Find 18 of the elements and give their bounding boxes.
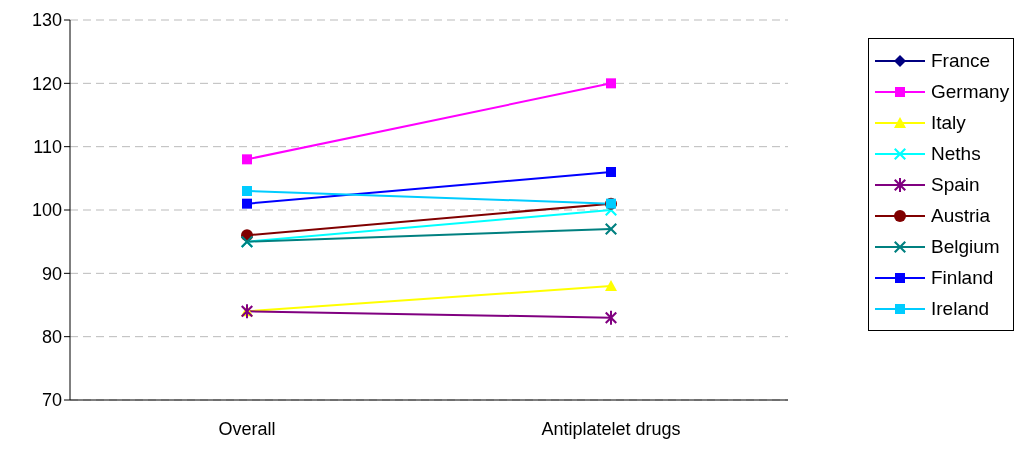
legend-label: Austria — [931, 204, 991, 227]
y-tick-label: 120 — [31, 73, 62, 94]
y-tick-label: 80 — [41, 327, 62, 348]
y-tick-label: 110 — [33, 137, 62, 158]
legend-label: Spain — [931, 173, 980, 196]
legend-label: Italy — [931, 111, 966, 134]
y-tick-label: 70 — [41, 390, 62, 411]
y-tick-label: 90 — [41, 263, 62, 284]
x-tick-label: Antiplatelet drugs — [541, 418, 681, 439]
y-tick-label: 100 — [31, 200, 62, 221]
legend-label: Ireland — [931, 297, 990, 320]
x-tick-label: Overall — [218, 418, 276, 439]
legend-label: Finland — [931, 266, 994, 289]
legend-label: France — [931, 49, 991, 72]
legend-label: Belgium — [931, 235, 1000, 258]
legend-label: Germany — [931, 80, 1010, 103]
y-tick-label: 130 — [31, 10, 62, 31]
legend-label: Neths — [931, 142, 981, 165]
